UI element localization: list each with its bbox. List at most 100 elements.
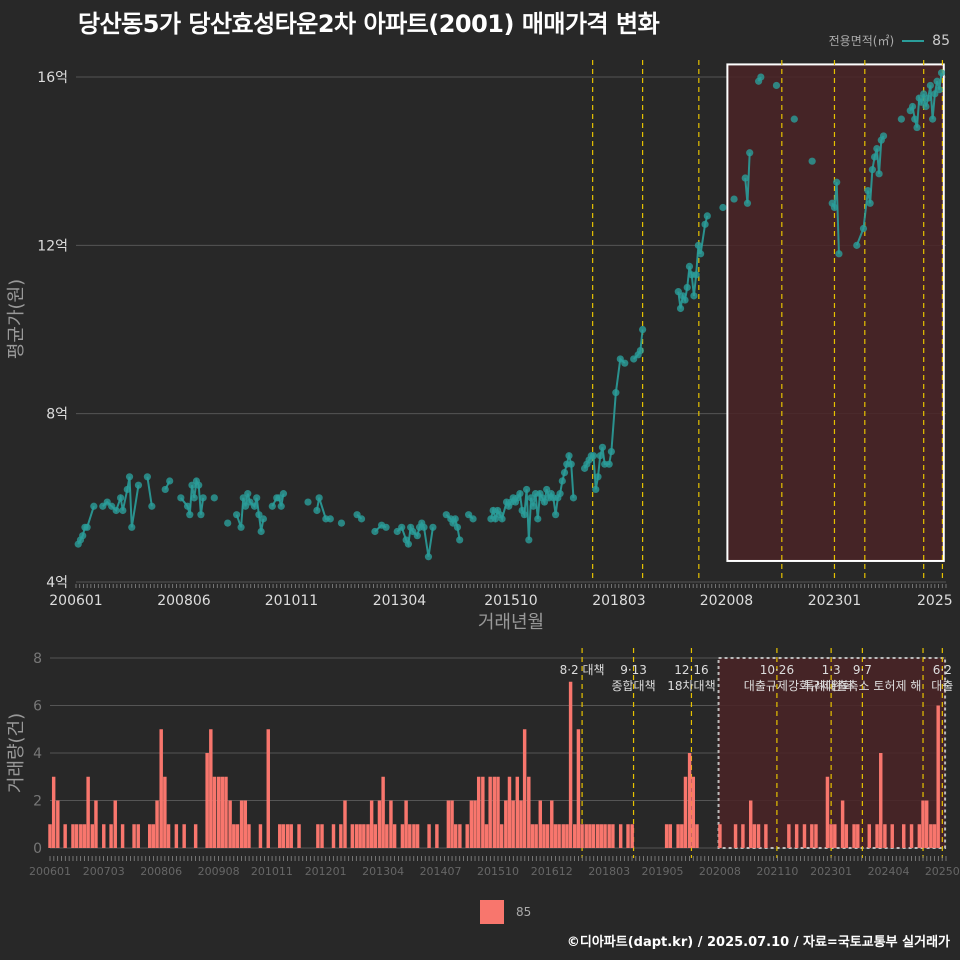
volume-bar <box>404 800 408 848</box>
volume-bar <box>132 824 136 848</box>
price-point <box>859 224 868 233</box>
price-point <box>556 490 564 498</box>
price-x-tick-label: 201803 <box>592 593 645 609</box>
policy-label-line1: 9·13 <box>620 663 647 677</box>
price-point <box>607 447 615 456</box>
volume-bar <box>741 824 745 848</box>
price-point <box>197 511 205 519</box>
price-point <box>183 502 192 510</box>
price-point <box>605 460 613 468</box>
price-point <box>424 553 433 561</box>
price-point <box>833 178 841 186</box>
price-point <box>911 115 919 123</box>
volume-bar <box>216 776 221 848</box>
price-y-axis-label: 평균가(원) <box>6 279 27 359</box>
volume-bar <box>48 824 52 848</box>
volume-bar <box>362 824 366 848</box>
price-point <box>692 271 700 279</box>
price-point <box>879 132 888 140</box>
volume-bar <box>193 824 198 848</box>
volume-bar <box>607 824 611 848</box>
price-point <box>337 519 346 527</box>
legend-title: 전용면적(㎡) <box>828 34 895 48</box>
policy-label-line1: 10·26 <box>760 663 794 677</box>
volume-bar <box>829 824 833 848</box>
volume-bar <box>683 776 688 848</box>
volume-bar <box>794 824 799 848</box>
price-x-tick-label: 201510 <box>484 593 537 609</box>
volume-bar <box>350 824 355 848</box>
price-point <box>746 149 754 157</box>
volume-bar <box>511 800 515 848</box>
volume-bar <box>921 800 925 848</box>
price-point <box>398 523 406 531</box>
volume-bar <box>147 824 152 848</box>
volume-bar <box>584 824 588 848</box>
volume-x-tick-label: 200601 <box>29 865 71 878</box>
price-point <box>357 515 366 523</box>
volume-bar <box>209 729 213 848</box>
volume-bar <box>74 824 79 848</box>
price-point <box>871 153 879 161</box>
volume-y-tick-label: 2 <box>33 794 42 810</box>
volume-bar <box>136 824 140 848</box>
price-point <box>864 187 872 195</box>
price-point <box>186 511 194 519</box>
price-point <box>79 532 87 540</box>
price-point <box>596 452 604 460</box>
volume-x-tick-label: 200703 <box>83 865 125 878</box>
volume-y-tick-label: 6 <box>33 699 42 715</box>
volume-bar <box>469 800 474 848</box>
price-point <box>195 481 203 489</box>
price-point <box>875 170 883 178</box>
volume-bar <box>90 824 94 848</box>
price-point <box>933 77 941 85</box>
volume-bar <box>695 824 699 848</box>
volume-bar <box>473 800 477 848</box>
volume-x-tick-label: 202301 <box>810 865 852 878</box>
price-point <box>743 199 752 207</box>
price-point <box>808 157 816 165</box>
price-point <box>621 359 629 367</box>
volume-bar <box>504 800 508 848</box>
volume-bar <box>591 824 596 848</box>
volume-bar <box>212 776 217 848</box>
volume-bar <box>381 776 385 848</box>
volume-bar <box>278 824 282 848</box>
volume-bar <box>752 824 757 848</box>
price-point <box>560 468 569 477</box>
volume-bar <box>400 824 405 848</box>
bottom-legend: 85 <box>480 900 531 924</box>
legend-bar-label: 85 <box>516 905 532 919</box>
policy-label-line2: 종합대책 <box>611 678 655 693</box>
volume-bar <box>71 824 75 848</box>
price-x-tick-label: 202008 <box>700 593 753 609</box>
price-point <box>233 511 241 519</box>
volume-bar <box>412 824 416 848</box>
price-point <box>525 536 533 544</box>
volume-bar <box>454 824 458 848</box>
price-point <box>935 86 943 94</box>
price-point <box>83 523 91 531</box>
volume-bar <box>151 824 156 848</box>
volume-bar <box>756 824 761 848</box>
price-point <box>453 523 462 531</box>
price-point <box>304 498 312 506</box>
volume-x-tick-label: 200908 <box>198 865 240 878</box>
price-point <box>589 452 598 460</box>
price-point <box>937 69 946 77</box>
price-point <box>420 523 428 531</box>
volume-bar <box>668 824 673 848</box>
volume-bar <box>109 824 113 848</box>
volume-bar <box>51 776 56 848</box>
policy-label-line2: 18차대책 <box>667 678 715 693</box>
price-point <box>757 73 765 81</box>
volume-bar <box>102 824 106 848</box>
price-point <box>520 511 528 519</box>
volume-highlight-box <box>717 657 947 849</box>
volume-bar <box>626 824 630 848</box>
price-point <box>210 494 218 502</box>
volume-x-tick-label: 201304 <box>362 865 404 878</box>
volume-bar <box>79 824 83 848</box>
volume-x-tick-label: 20250 <box>925 865 960 878</box>
